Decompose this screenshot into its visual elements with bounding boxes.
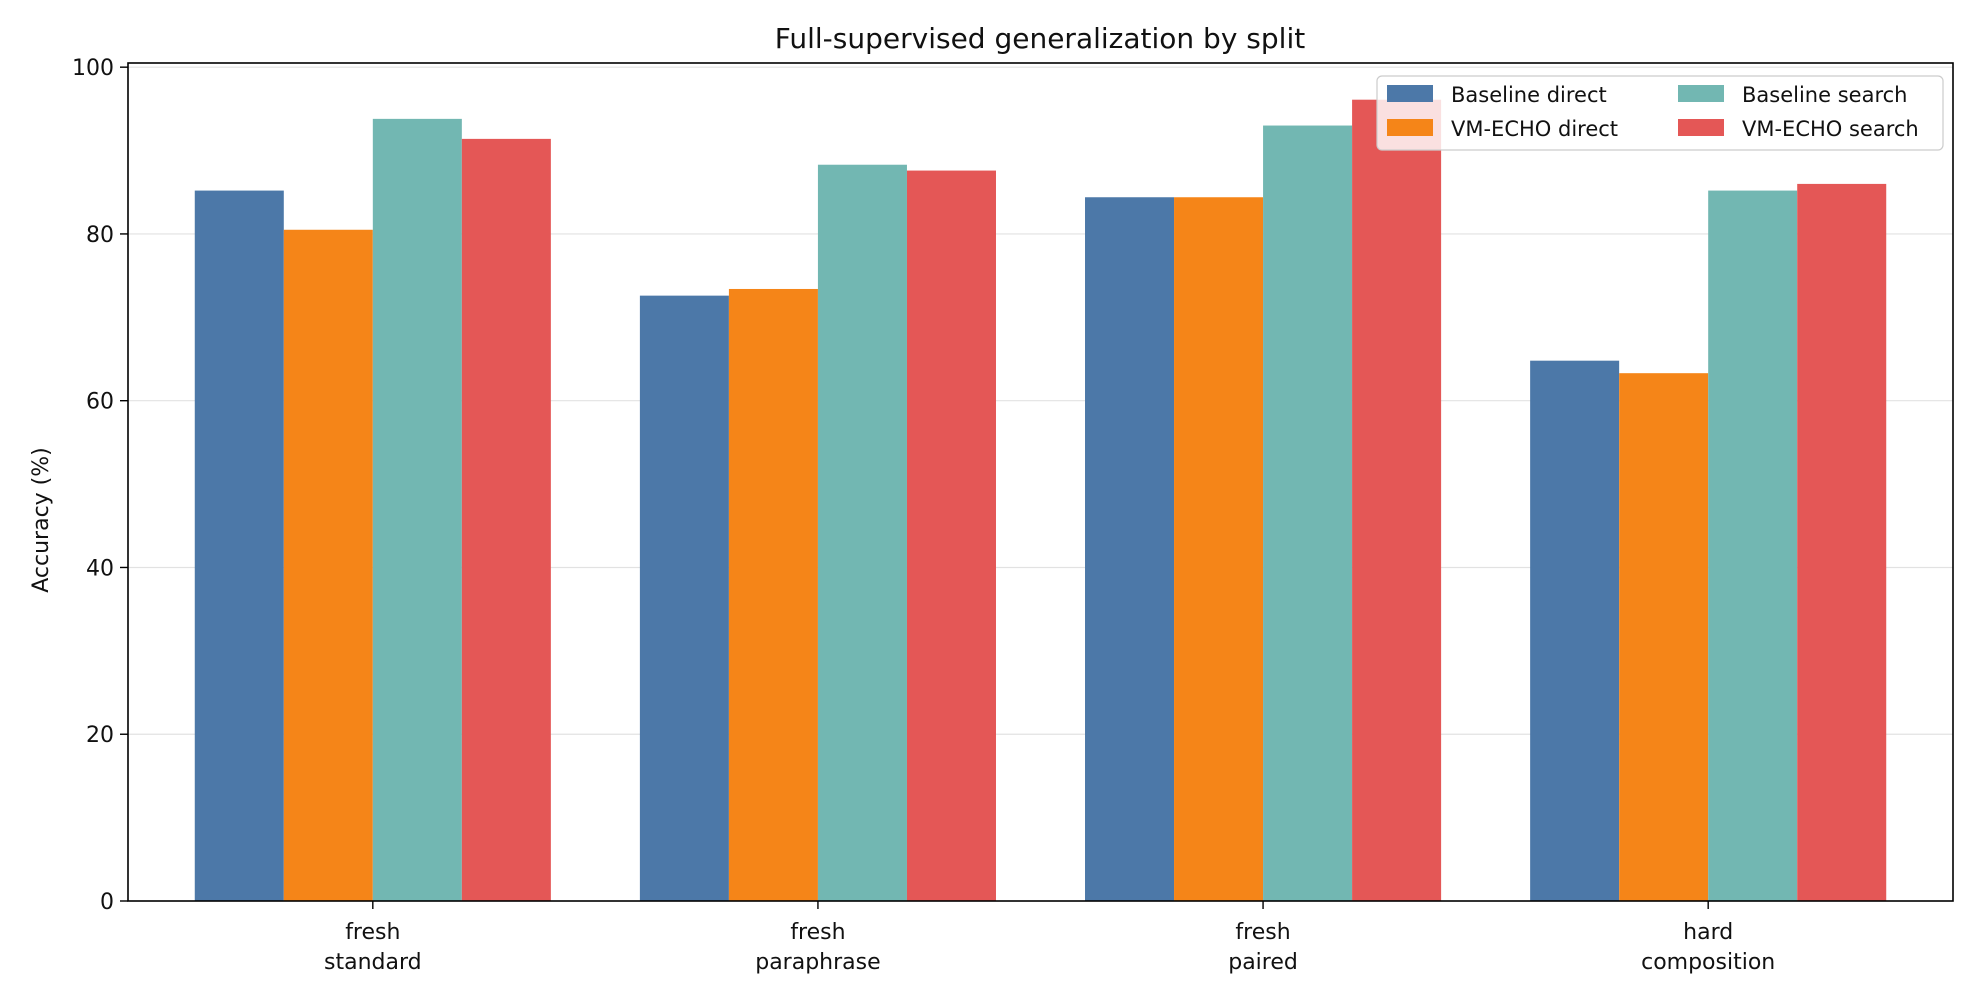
bar-baseline-direct-0 <box>194 190 284 902</box>
y-tick-label-4: 80 <box>86 223 114 248</box>
y-tick-label-1: 20 <box>86 723 114 748</box>
bar-vm-echo-search-2 <box>1352 99 1442 902</box>
y-tick-label-2: 40 <box>86 556 114 581</box>
x-tick-label-0-0: fresh <box>345 920 400 945</box>
bar-vm-echo-direct-0 <box>283 229 373 901</box>
x-tick-label-3-1: composition <box>1641 950 1775 975</box>
legend-swatch-2 <box>1678 85 1724 102</box>
x-tick-label-1-1: paraphrase <box>755 950 880 975</box>
y-axis-label: Accuracy (%) <box>29 447 54 593</box>
bar-vm-echo-direct-3 <box>1619 373 1709 902</box>
bar-baseline-direct-1 <box>639 295 729 901</box>
legend-swatch-0 <box>1387 85 1433 102</box>
x-tick-label-1-0: fresh <box>790 920 845 945</box>
x-tick-label-0-1: standard <box>324 950 422 975</box>
legend-box <box>1376 75 1944 151</box>
legend-swatch-3 <box>1678 119 1724 136</box>
bar-baseline-search-1 <box>817 164 907 901</box>
bar-vm-echo-direct-2 <box>1174 197 1264 901</box>
bar-baseline-direct-2 <box>1085 197 1175 901</box>
bars <box>194 99 1887 902</box>
y-tick-label-0: 0 <box>100 890 114 915</box>
bar-baseline-direct-3 <box>1530 360 1620 901</box>
chart-title: Full-supervised generalization by split <box>775 22 1305 55</box>
legend-label-0: Baseline direct <box>1451 83 1607 107</box>
y-tick-label-5: 100 <box>72 56 114 81</box>
bar-baseline-search-2 <box>1263 125 1353 902</box>
legend-label-2: Baseline search <box>1742 83 1907 107</box>
bar-vm-echo-search-0 <box>461 138 551 901</box>
x-tick-label-3-0: hard <box>1683 920 1733 945</box>
bar-baseline-search-0 <box>372 118 462 901</box>
bar-baseline-search-3 <box>1708 190 1798 902</box>
y-tick-label-3: 60 <box>86 390 114 415</box>
x-tick-label-2-1: paired <box>1228 950 1298 975</box>
bar-vm-echo-search-3 <box>1797 183 1887 902</box>
legend-label-1: VM-ECHO direct <box>1451 117 1618 141</box>
bar-vm-echo-direct-1 <box>728 288 818 902</box>
plot-frame <box>127 62 1954 902</box>
axis-ticks: 0 20 40 60 80 100 fresh standard fresh paraphrase… <box>72 56 1775 975</box>
legend-label-3: VM-ECHO search <box>1742 117 1919 141</box>
x-tick-label-2-0: fresh <box>1235 920 1290 945</box>
legend-swatch-1 <box>1387 119 1433 136</box>
bar-vm-echo-search-1 <box>906 170 996 901</box>
legend: Baseline direct VM-ECHO direct Baseline se… <box>1376 75 1944 151</box>
